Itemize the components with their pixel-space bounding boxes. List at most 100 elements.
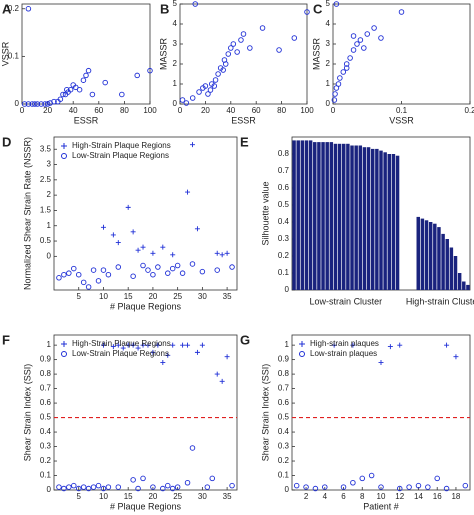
circle-marker — [229, 482, 235, 489]
y-tick-label: 0.8 — [278, 149, 290, 158]
circle-marker — [44, 101, 51, 107]
plus-marker — [140, 244, 146, 250]
y-tick-label: 0.1 — [278, 471, 290, 480]
y-tick-label: 1 — [47, 340, 52, 349]
plus-marker — [160, 360, 166, 366]
plus-marker — [185, 342, 191, 348]
plus-marker — [115, 240, 121, 246]
y-tick-label: 1 — [47, 221, 52, 230]
circle-marker — [238, 37, 244, 43]
circle-marker — [90, 267, 97, 273]
bar — [342, 143, 346, 290]
y-axis-label: MASSR — [311, 38, 321, 71]
plus-marker — [444, 342, 450, 348]
x-tick-label: 80 — [120, 106, 129, 115]
x-tick-label: 40 — [226, 106, 235, 115]
x-axis-label: Patient # — [363, 501, 399, 511]
y-tick-label: 0.5 — [278, 200, 290, 209]
bar — [449, 247, 454, 290]
x-tick-label: 0.1 — [396, 106, 408, 115]
x-tick-label: 4 — [323, 492, 328, 501]
legend-marker — [61, 351, 67, 357]
y-tick-label: 0.2 — [8, 4, 20, 13]
y-tick-label: 0.3 — [40, 442, 52, 451]
plus-marker — [331, 342, 337, 348]
y-tick-label: 5 — [326, 0, 331, 8]
x-tick-label: 18 — [451, 492, 460, 501]
plus-marker — [214, 371, 220, 377]
circle-marker — [174, 484, 181, 490]
plus-marker — [135, 345, 141, 351]
y-axis-label: MASSR — [158, 38, 168, 71]
circle-marker — [119, 91, 125, 98]
y-tick-label: 2 — [47, 190, 52, 199]
circle-marker — [140, 262, 146, 269]
x-tick-label: 100 — [143, 106, 157, 115]
circle-marker — [371, 25, 377, 31]
bar — [457, 273, 462, 290]
circle-marker — [211, 83, 218, 89]
bar — [321, 142, 325, 290]
circle-marker — [322, 484, 328, 490]
x-axis-label: # Plaque Regions — [110, 501, 182, 511]
y-axis-label: Normalized Shear Strain Rate (NSSR) — [22, 137, 32, 290]
y-tick-label: 0.9 — [40, 355, 52, 364]
circle-marker — [368, 472, 375, 479]
circle-marker — [145, 267, 151, 273]
circle-marker — [189, 95, 196, 101]
circle-marker — [361, 45, 367, 51]
x-tick-label: 10 — [377, 492, 386, 501]
circle-marker — [212, 77, 219, 83]
circle-marker — [331, 97, 338, 103]
circle-marker — [312, 485, 319, 492]
plus-marker — [397, 342, 403, 348]
y-tick-label: 0.3 — [278, 442, 290, 451]
bar — [362, 147, 367, 290]
circle-marker — [229, 264, 235, 270]
plus-marker — [194, 349, 200, 355]
x-tick-label: 0 — [178, 106, 183, 115]
legend-marker — [61, 143, 67, 149]
circle-marker — [42, 101, 48, 107]
y-tick-label: 0 — [47, 485, 52, 494]
x-axis-label: ESSR — [74, 115, 99, 125]
circle-marker — [60, 91, 66, 98]
bar — [296, 140, 300, 290]
circle-marker — [347, 55, 353, 61]
circle-marker — [102, 79, 108, 86]
plus-marker — [214, 250, 220, 256]
y-tick-label: 0.6 — [40, 398, 52, 407]
x-tick-label: 12 — [395, 492, 404, 501]
x-axis-label: # Plaque Regions — [110, 301, 182, 311]
circle-marker — [73, 84, 79, 91]
plot-frame — [21, 3, 151, 105]
bar — [346, 143, 350, 290]
circle-marker — [179, 97, 186, 103]
circle-marker — [378, 484, 384, 490]
bar — [437, 227, 441, 290]
circle-marker — [364, 31, 371, 37]
bar — [350, 145, 354, 290]
circle-marker — [61, 271, 67, 278]
y-axis-label: Shear Strain Index (SSI) — [260, 364, 270, 462]
bar — [383, 152, 387, 290]
bar — [304, 140, 309, 290]
circle-marker — [130, 273, 136, 279]
circle-marker — [343, 65, 350, 71]
circle-marker — [398, 9, 405, 15]
legend-marker — [61, 153, 67, 159]
circle-marker — [425, 484, 431, 490]
circle-marker — [100, 485, 107, 492]
circle-marker — [205, 91, 211, 97]
y-tick-label: 0 — [15, 99, 20, 108]
circle-marker — [434, 475, 440, 482]
y-tick-label: 0.5 — [278, 413, 290, 422]
panel-label: C — [313, 1, 323, 16]
circle-marker — [80, 77, 87, 83]
bar — [391, 154, 396, 290]
circle-marker — [215, 71, 221, 77]
plus-marker — [100, 342, 106, 348]
x-tick-label: 35 — [223, 292, 232, 301]
circle-marker — [415, 482, 422, 489]
y-tick-label: 1 — [285, 340, 290, 349]
